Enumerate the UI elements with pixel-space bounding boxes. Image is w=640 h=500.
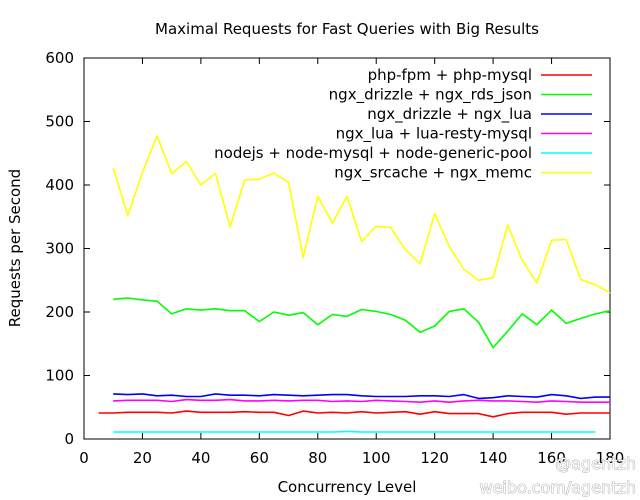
series-lines	[98, 135, 611, 433]
watermark: @agentzh weibo.com/agentzh	[479, 454, 636, 498]
x-tick-label: 60	[250, 449, 269, 467]
y-tick-label: 500	[45, 113, 74, 131]
axis-ticks	[83, 57, 611, 440]
watermark-url: weibo.com/agentzh	[480, 478, 636, 497]
legend-label: nodejs + node-mysql + node-generic-pool	[214, 144, 532, 162]
x-tick-label: 80	[308, 449, 327, 467]
x-tick-label: 180	[596, 449, 625, 467]
series-line	[98, 410, 610, 418]
x-tick-label: 0	[79, 449, 89, 467]
y-tick-label: 100	[45, 367, 74, 385]
legend-label: ngx_lua + lua-resty-mysql	[336, 125, 532, 144]
y-tick-label: 400	[45, 176, 74, 194]
legend-label: ngx_drizzle + ngx_rds_json	[329, 86, 532, 105]
legend-label: php-fpm + php-mysql	[368, 66, 532, 84]
x-tick-label: 40	[191, 449, 210, 467]
series-line	[113, 297, 611, 349]
x-axis-label: Concurrency Level	[278, 478, 417, 496]
watermark-handle: @agentzh	[555, 454, 636, 473]
y-tick-label: 0	[64, 430, 74, 448]
legend-label: ngx_drizzle + ngx_lua	[367, 105, 532, 124]
y-tick-label: 300	[45, 240, 74, 258]
y-axis-label: Requests per Second	[6, 169, 24, 327]
y-tick-label: 600	[45, 49, 74, 67]
x-tick-label: 100	[362, 449, 391, 467]
chart-title: Maximal Requests for Fast Queries with B…	[155, 20, 539, 38]
x-tick-label: 140	[479, 449, 508, 467]
x-tick-label: 20	[133, 449, 152, 467]
x-tick-label: 160	[537, 449, 566, 467]
legend-label: ngx_srcache + ngx_memc	[334, 164, 532, 183]
series-line	[112, 135, 611, 294]
series-line	[113, 393, 610, 400]
series-line	[113, 430, 596, 433]
x-tick-label: 120	[420, 449, 449, 467]
legend: php-fpm + php-mysql ngx_drizzle + ngx_rds…	[214, 66, 592, 183]
y-tick-label: 200	[45, 303, 74, 321]
series-line	[113, 398, 610, 404]
tick-labels: 0 20 40 60 80 100 120 140 160 180 0 100 200 300 400 500…	[45, 49, 624, 467]
